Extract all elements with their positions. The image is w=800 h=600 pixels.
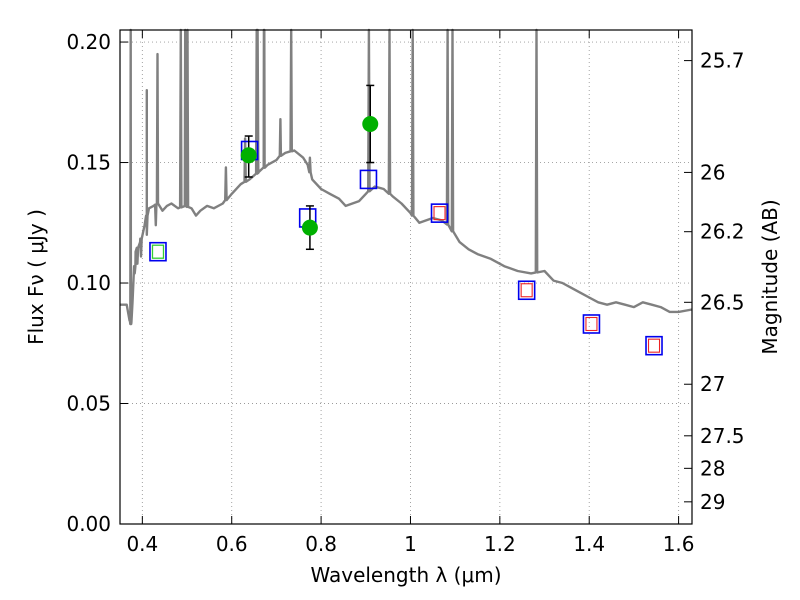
data-markers bbox=[149, 84, 663, 356]
y2-tick-label: 26.2 bbox=[700, 220, 745, 244]
x-tick-label: 1.2 bbox=[484, 532, 516, 556]
y-tick-label: 0.00 bbox=[66, 512, 111, 536]
x-axis-ticks: 0.4 0.6 0.8 1 1.2 1.4 1.6 bbox=[126, 30, 695, 556]
y-tick-label: 0.05 bbox=[66, 392, 111, 416]
y2-tick-label: 25.7 bbox=[700, 49, 745, 73]
observed-point bbox=[240, 147, 257, 164]
y2-tick-label: 28 bbox=[700, 456, 725, 480]
y2-tick-label: 27 bbox=[700, 372, 725, 396]
y2-axis-ticks: 25.7 26 26.2 26.5 27 27.5 28 29 bbox=[684, 49, 745, 514]
model-box bbox=[359, 169, 378, 190]
model-box bbox=[582, 314, 601, 334]
y-tick-label: 0.10 bbox=[66, 271, 111, 295]
plot-frame bbox=[119, 29, 693, 525]
model-inner-red bbox=[585, 316, 598, 332]
model-box bbox=[517, 280, 536, 301]
y2-tick-label: 26 bbox=[700, 160, 725, 184]
x-tick-label: 1 bbox=[404, 532, 417, 556]
y2-axis-label: Magnitude (AB) bbox=[758, 199, 782, 354]
y-axis-label: Flux Fν ( μJy ) bbox=[24, 209, 48, 345]
y2-tick-label: 27.5 bbox=[700, 424, 745, 448]
x-axis-label: Wavelength λ (μm) bbox=[310, 563, 501, 587]
model-inner-red bbox=[520, 283, 533, 298]
model-box bbox=[645, 335, 663, 356]
model-box bbox=[149, 241, 167, 262]
y2-tick-label: 26.5 bbox=[700, 290, 745, 314]
model-inner-green bbox=[151, 244, 165, 259]
y2-tick-label: 29 bbox=[700, 490, 725, 514]
x-tick-label: 1.6 bbox=[663, 532, 695, 556]
model-box bbox=[430, 203, 449, 223]
spectrum-line bbox=[120, 28, 693, 326]
observed-point bbox=[301, 219, 318, 236]
model-inner-red bbox=[433, 206, 446, 221]
model-spectrum bbox=[120, 28, 693, 326]
x-tick-label: 0.8 bbox=[305, 532, 337, 556]
x-tick-label: 0.4 bbox=[126, 532, 158, 556]
y-tick-label: 0.20 bbox=[66, 30, 111, 54]
y-tick-label: 0.15 bbox=[66, 151, 111, 175]
x-tick-label: 1.4 bbox=[573, 532, 605, 556]
y-axis-ticks: 0.00 0.05 0.10 0.15 0.20 bbox=[66, 30, 128, 536]
grid-lines bbox=[120, 30, 692, 525]
observed-point bbox=[362, 115, 379, 132]
model-inner-red bbox=[647, 338, 661, 353]
x-tick-label: 0.6 bbox=[216, 532, 248, 556]
